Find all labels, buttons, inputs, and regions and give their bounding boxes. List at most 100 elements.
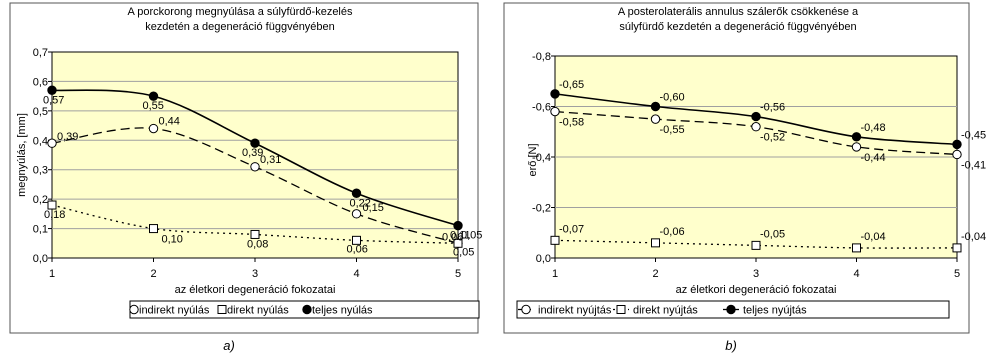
data-point — [47, 138, 57, 148]
x-tick-label: 2 — [150, 268, 156, 280]
x-tick-label: 4 — [353, 268, 359, 280]
data-label: 0,15 — [363, 202, 384, 214]
chart-title-line: súlyfürdő kezdetén a degeneráció függvén… — [619, 21, 856, 33]
series-line-direkt-nyújtás — [554, 239, 958, 249]
data-point — [651, 238, 660, 248]
data-label: 0,57 — [43, 94, 64, 106]
data-label: 0,22 — [350, 197, 371, 209]
data-label: -0,52 — [760, 132, 785, 144]
chart-title-line: kezdetén a degeneráció függvényében — [145, 21, 335, 33]
data-point — [650, 114, 661, 124]
y-tick-label: 0,3 — [33, 165, 48, 177]
data-label: 0,39 — [57, 131, 78, 143]
data-label: 0,18 — [44, 209, 65, 221]
legend-label: indirekt nyúlás — [139, 305, 210, 317]
data-point — [751, 122, 761, 132]
legend-label: direkt nyújtás — [633, 305, 698, 317]
x-tick-label: 1 — [49, 268, 55, 280]
y-tick-label: 0,6 — [33, 76, 48, 88]
y-tick-label: -0,8 — [532, 51, 551, 63]
data-point — [351, 188, 362, 198]
legend-marker — [521, 304, 531, 315]
y-axis-label: megnyúlás, [mm] — [16, 113, 28, 197]
x-axis-label: az életkori degeneráció fokozatai — [676, 284, 837, 296]
data-label: -0,06 — [660, 226, 685, 238]
data-point — [550, 235, 560, 245]
x-tick-label: 1 — [552, 268, 558, 280]
y-tick-label: 0,5 — [33, 106, 48, 118]
y-tick-label: 0,2 — [33, 194, 48, 206]
data-label: -0,44 — [861, 152, 886, 164]
y-tick-label: -0,6 — [532, 102, 551, 114]
data-point — [453, 220, 463, 231]
data-point — [852, 243, 861, 253]
data-point — [351, 209, 362, 219]
data-point — [851, 142, 862, 152]
legend-marker — [616, 305, 626, 314]
y-axis-label: erő [N] — [527, 143, 539, 176]
data-label: -0,60 — [660, 92, 685, 104]
data-label: -0,04 — [861, 231, 886, 243]
data-label: 0,05 — [453, 246, 474, 258]
data-label: 0,05 — [461, 229, 482, 241]
y-tick-label: 0,0 — [536, 253, 551, 265]
data-label: -0,45 — [961, 129, 986, 141]
data-point — [453, 238, 463, 248]
data-point — [148, 123, 159, 134]
legend-label: indirekt nyújtás — [538, 305, 612, 317]
x-tick-label: 2 — [652, 268, 658, 280]
data-point — [47, 85, 57, 95]
x-axis-label: az életkori degeneráció fokozatai — [175, 284, 336, 296]
legend-marker — [217, 305, 227, 314]
data-point — [952, 243, 962, 253]
x-tick-label: 3 — [252, 268, 258, 280]
legend-label: teljes nyúlás — [312, 305, 373, 317]
y-tick-label: -0,2 — [532, 203, 551, 215]
data-label: 0,31 — [260, 154, 281, 166]
data-point — [47, 200, 57, 210]
legend-marker — [302, 304, 312, 315]
data-label: 0,55 — [143, 100, 164, 112]
legend-label: teljes nyújtás — [743, 305, 807, 317]
data-point — [952, 139, 962, 150]
chart-title-line: A posterolaterális annulus szálerők csök… — [618, 6, 859, 18]
x-tick-label: 5 — [954, 268, 960, 280]
data-label: -0,56 — [760, 102, 785, 114]
legend-marker — [726, 304, 736, 315]
data-point — [250, 138, 260, 148]
data-label: 0,39 — [242, 147, 263, 159]
figure-caption: b) — [725, 338, 737, 353]
data-point — [352, 235, 361, 245]
data-point — [250, 162, 260, 172]
legend-marker — [129, 304, 139, 315]
x-tick-label: 3 — [753, 268, 759, 280]
data-point — [650, 101, 661, 112]
y-tick-label: 0,1 — [33, 224, 48, 236]
data-point — [851, 132, 862, 142]
data-label: -0,07 — [559, 223, 584, 235]
data-label: -0,05 — [760, 228, 785, 240]
data-point — [149, 224, 158, 234]
data-point — [952, 149, 962, 160]
data-label: -0,48 — [861, 122, 886, 134]
data-label: 0,10 — [162, 234, 183, 246]
data-label: 0,44 — [159, 116, 180, 128]
plot-area — [51, 51, 459, 259]
y-tick-label: -0,4 — [532, 152, 551, 164]
data-label: 0,11 — [450, 230, 471, 242]
data-label: -0,55 — [660, 124, 685, 136]
data-point — [751, 111, 761, 122]
data-point — [148, 91, 159, 101]
data-label: 0,06 — [347, 243, 368, 255]
y-tick-label: 0,7 — [33, 47, 48, 59]
figure-caption: a) — [223, 338, 235, 353]
data-label: -0,04 — [961, 231, 986, 243]
data-point — [550, 89, 560, 99]
y-tick-label: 0,4 — [33, 135, 48, 147]
x-tick-label: 5 — [455, 268, 461, 280]
legend-label: direkt nyúlás — [227, 305, 289, 317]
data-label-extra: 0,06 — [442, 232, 463, 244]
data-point — [751, 240, 761, 250]
data-label: 0,08 — [247, 238, 268, 250]
